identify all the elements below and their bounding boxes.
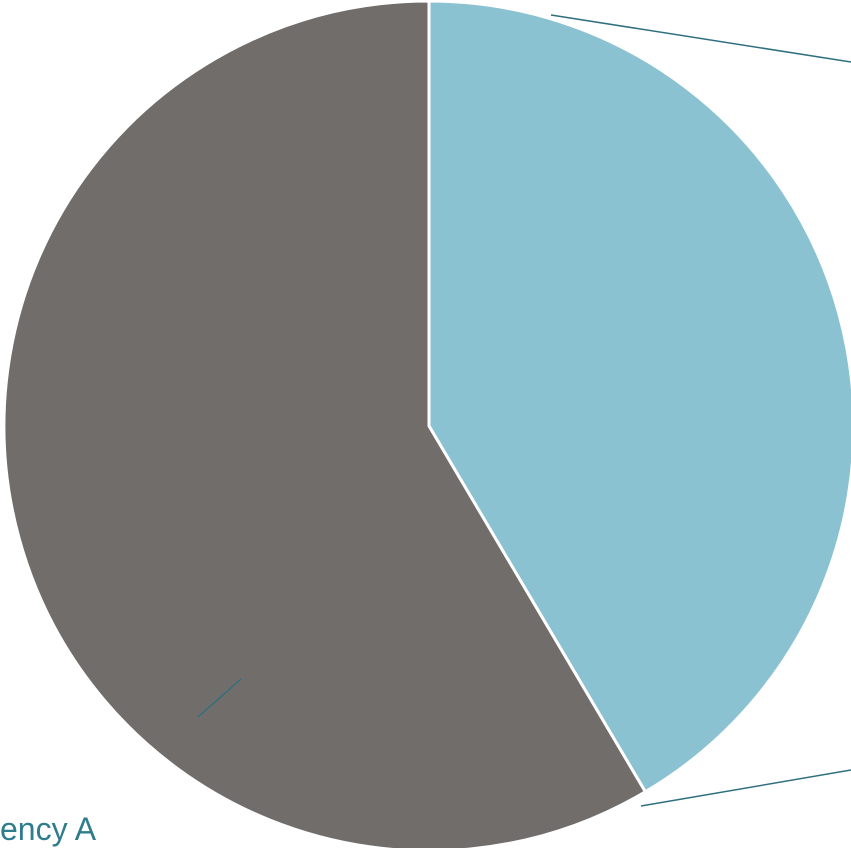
leader-line-bottom	[640, 769, 851, 807]
leader-line-inner	[197, 678, 242, 718]
leader-line-top	[550, 14, 851, 63]
pie-slice-2	[2, 0, 647, 848]
pie-slice-1	[427, 0, 851, 794]
slice-label-fragment: ency A	[0, 811, 97, 847]
leader-lines	[197, 14, 851, 807]
